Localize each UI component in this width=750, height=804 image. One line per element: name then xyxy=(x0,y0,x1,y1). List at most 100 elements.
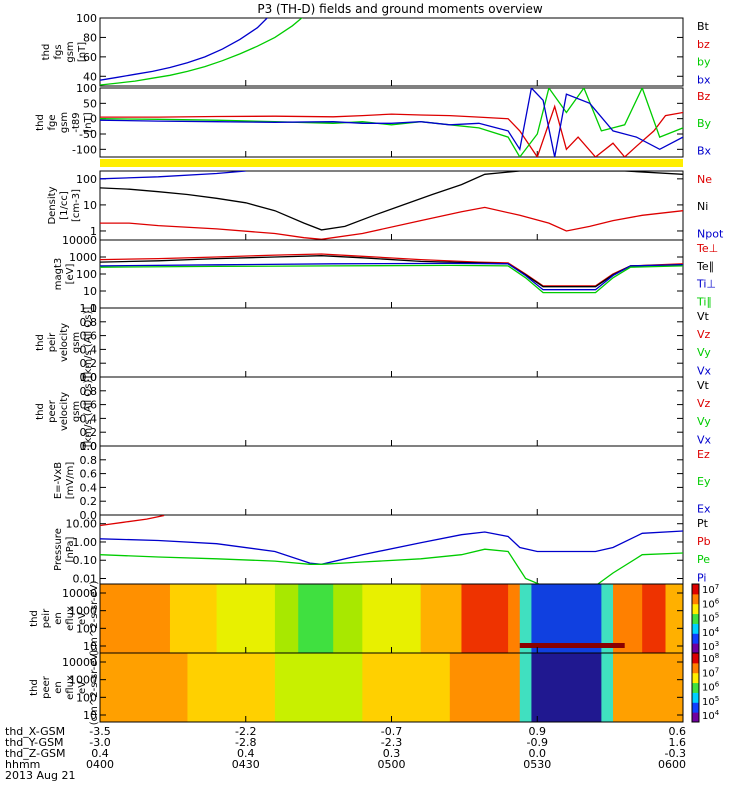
heatmap-cell xyxy=(508,584,521,653)
x-axis-tick-value: 0.0 xyxy=(529,747,547,760)
x-axis-row-label: hhmm xyxy=(5,758,40,771)
x-axis-row-label: thd_X-GSM xyxy=(5,725,65,738)
y-axis-label-line: gsm xyxy=(71,401,82,422)
y-tick-label: 60 xyxy=(83,51,97,64)
y-ticks: 100 80 60 40 xyxy=(76,12,683,83)
legend-item: Bz xyxy=(697,90,711,103)
y-axis-label: thd peer en eflux eV (cm^2-s-sr-eV) xyxy=(29,650,100,726)
y-axis-label-line: Density xyxy=(47,186,58,224)
y-axis-label-line: peir xyxy=(41,608,52,628)
series-Pb xyxy=(100,515,165,527)
series-by xyxy=(100,18,303,86)
x-axis-tick-value: -0.7 xyxy=(381,725,402,738)
y-ticks: 10000 1000 100 10 xyxy=(62,656,683,722)
legend-item: Npot xyxy=(697,227,724,240)
panel-frame xyxy=(99,170,684,241)
y-tick-label: 0.6 xyxy=(80,468,98,481)
legend-item: Bx xyxy=(697,144,712,157)
legend-item: Vy xyxy=(697,346,711,359)
y-axis-label-line: E=-VxB xyxy=(53,462,64,499)
heatmap-cell xyxy=(100,584,171,653)
heatmap-cell xyxy=(531,653,602,722)
y-ticks: 1.00.80.60.40.20.0 xyxy=(80,371,683,453)
legend-item: Ne xyxy=(697,173,712,186)
colorbar-segment xyxy=(692,712,699,723)
y-axis-label-line: peer xyxy=(41,675,52,699)
x-axis-tick-value: 0530 xyxy=(523,758,551,771)
x-axis-tick-value: -2.2 xyxy=(235,725,256,738)
y-axis-label-line: eflux xyxy=(65,606,76,631)
y-tick-label: 100 xyxy=(76,268,97,281)
heatmap-cell xyxy=(449,653,521,722)
series-Te⊥ xyxy=(100,253,683,287)
legend: Bz By Bx xyxy=(697,90,712,157)
y-tick-label: 10 xyxy=(83,709,97,722)
x-axis-tick-value: 0400 xyxy=(86,758,114,771)
legend-item: Pi xyxy=(697,571,706,584)
series-Bx xyxy=(100,88,683,157)
x-axis-tick-value: 0.6 xyxy=(669,725,687,738)
y-axis-label-line: thd xyxy=(29,610,40,627)
legend-item: Ez xyxy=(697,448,710,461)
x-axis-tick-value: -0.3 xyxy=(665,747,686,760)
panel-frame xyxy=(99,376,684,447)
heatmap-cell xyxy=(169,584,218,653)
x-axis-tick-value: 1.6 xyxy=(669,736,687,749)
y-tick-label: 40 xyxy=(83,70,97,83)
y-tick-label: 1.0 xyxy=(80,302,98,315)
y-tick-label: 1 xyxy=(90,302,97,315)
heatmap-cell xyxy=(274,584,299,653)
y-tick-label: 0.6 xyxy=(80,330,98,343)
y-axis-label: magt3 [eV] xyxy=(53,258,76,291)
y-tick-label: 0.01 xyxy=(73,573,98,586)
legend-item: Te⊥ xyxy=(696,242,718,255)
x-axis-tick-value: 0.3 xyxy=(383,747,401,760)
y-ticks: 1.00.80.60.40.20.0 xyxy=(80,440,683,522)
y-axis-label: Density [1/cc] [cm-3] xyxy=(47,186,82,224)
y-tick-label: 80 xyxy=(83,31,97,44)
series-bx xyxy=(100,18,269,81)
y-tick-label: 1000 xyxy=(69,251,97,264)
y-tick-label: 0.10 xyxy=(73,554,98,567)
heatmap-cell xyxy=(362,584,422,653)
heatmap-columns xyxy=(100,584,684,653)
y-axis-label-line: velocity xyxy=(59,392,70,431)
x-axis-tick-value: -3.0 xyxy=(89,736,110,749)
y-tick-label: 10 xyxy=(83,640,97,653)
colorbar-tick-label: 104 xyxy=(702,709,720,722)
heatmap-cell xyxy=(519,653,532,722)
series-Te∥ xyxy=(100,255,683,288)
y-tick-label: 0.8 xyxy=(80,316,98,329)
panel-fgs: 100 80 60 40 thd fgs gsm [nT] Bt bz by bx xyxy=(41,12,711,87)
y-tick-label: 0.6 xyxy=(80,399,98,412)
colorbar-segment xyxy=(692,662,699,674)
legend-item: Bt xyxy=(697,20,710,33)
panel-temperature: 10000 1000 100 10 1 magt3 [eV] Te⊥ Te∥ Ti⊥ Ti∥ xyxy=(53,234,718,315)
y-axis-label-line: Pressure xyxy=(53,528,64,571)
series-Ni xyxy=(100,171,683,231)
heatmap-cell xyxy=(531,584,602,653)
legend-item: by xyxy=(697,56,711,69)
y-axis-label-line: [nT] xyxy=(77,42,88,62)
heatmap-cell xyxy=(420,584,462,653)
panel-density: 100 10 1 Density [1/cc] [cm-3] Ne Ni Npot xyxy=(47,170,724,241)
heatmap-cell xyxy=(274,653,363,722)
heatmap-cell xyxy=(333,584,363,653)
x-axis-tick-value: -0.9 xyxy=(527,736,548,749)
series-Ti⊥ xyxy=(100,262,683,291)
y-tick-label: -100 xyxy=(72,143,97,156)
heatmap-cell xyxy=(613,584,643,653)
legend-item: Te∥ xyxy=(696,260,714,273)
legend-item: By xyxy=(697,117,712,130)
legend-item: Ex xyxy=(697,502,711,515)
x-axis-tick-value: 0430 xyxy=(232,758,260,771)
colorbar-segment xyxy=(692,682,699,693)
y-axis-label-line: peir xyxy=(47,332,58,352)
legend: Vt Vz Vy Vx xyxy=(697,310,712,377)
series-Bz xyxy=(100,104,683,157)
